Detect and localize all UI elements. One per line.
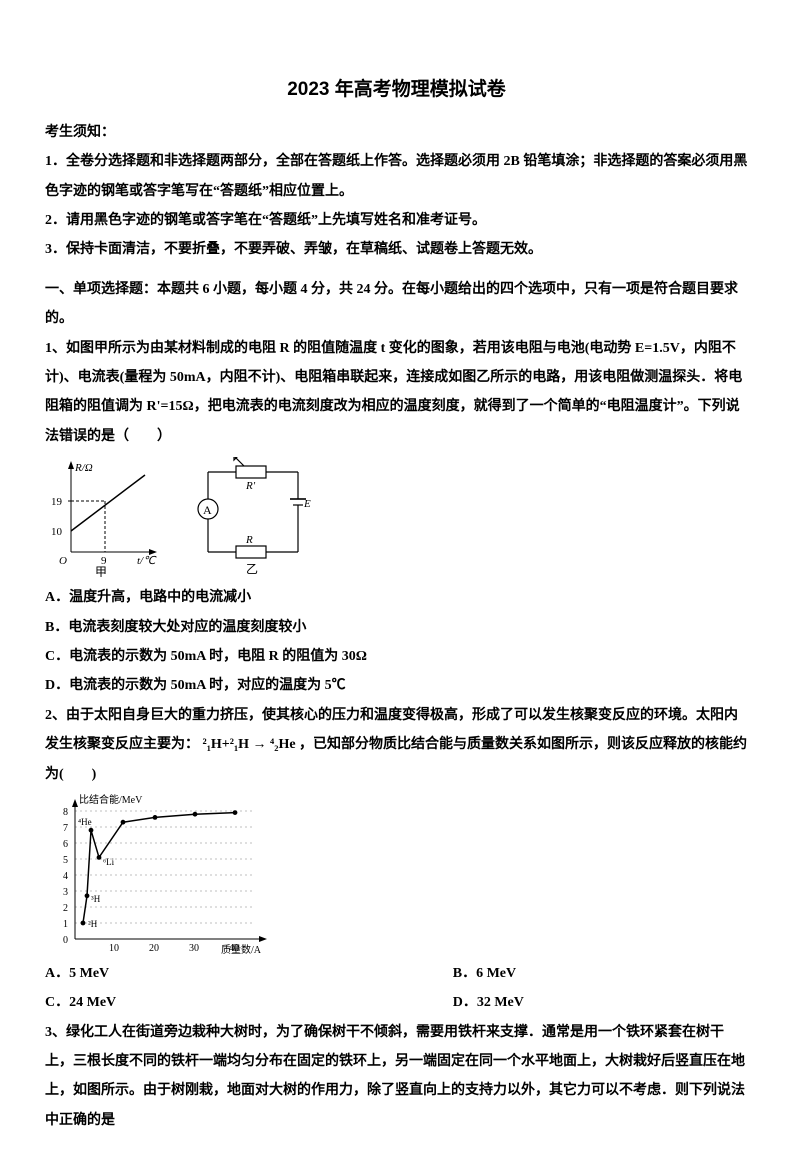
q1-option-b: B．电流表刻度较大处对应的温度刻度较小 — [45, 613, 748, 642]
svg-text:2: 2 — [63, 903, 68, 914]
svg-text:乙: 乙 — [246, 562, 258, 576]
q2-option-a: A．5 MeV — [45, 959, 453, 988]
q2-option-d: D．32 MeV — [453, 988, 748, 1017]
svg-text:⁶Li: ⁶Li — [103, 857, 115, 867]
q2-chart: 0 1 2 3 4 5 6 7 8 10 20 30 40 ²H ³H ⁴He … — [45, 789, 275, 959]
q3-stem: 3、绿化工人在街道旁边栽种大树时，为了确保树干不倾斜，需要用铁杆来支撑．通常是用… — [45, 1018, 748, 1136]
svg-text:8: 8 — [63, 807, 68, 818]
notice-line-1: 1．全卷分选择题和非选择题两部分，全部在答题纸上作答。选择题必须用 2B 铅笔填… — [45, 147, 748, 206]
svg-text:³H: ³H — [91, 894, 101, 904]
svg-text:甲: 甲 — [95, 565, 107, 577]
q1-option-a: A．温度升高，电路中的电流减小 — [45, 583, 748, 612]
svg-text:10: 10 — [109, 943, 119, 954]
q1-stem: 1、如图甲所示为由某材料制成的电阻 R 的阻值随温度 t 变化的图象，若用该电阻… — [45, 334, 748, 452]
svg-text:A: A — [203, 503, 212, 517]
section1-heading: 一、单项选择题：本题共 6 小题，每小题 4 分，共 24 分。在每小题给出的四… — [45, 275, 748, 334]
svg-text:质量数/A: 质量数/A — [221, 943, 262, 956]
notice-line-3: 3．保持卡面清洁，不要折叠，不要弄破、弄皱，在草稿纸、试题卷上答题无效。 — [45, 235, 748, 264]
q2-option-c: C．24 MeV — [45, 988, 453, 1017]
svg-text:1: 1 — [63, 919, 68, 930]
q2-reaction: ²₁H+²₁H → ⁴₂He — [203, 737, 296, 752]
svg-text:4: 4 — [63, 871, 68, 882]
page-title: 2023 年高考物理模拟试卷 — [45, 70, 748, 110]
svg-text:30: 30 — [189, 943, 199, 954]
svg-text:0: 0 — [63, 935, 68, 946]
svg-text:20: 20 — [149, 943, 159, 954]
svg-text:²H: ²H — [88, 919, 98, 929]
svg-text:E: E — [303, 498, 311, 510]
svg-text:O: O — [59, 555, 67, 567]
svg-text:6: 6 — [63, 839, 68, 850]
q1-option-c: C．电流表的示数为 50mA 时，电阻 R 的阻值为 30Ω — [45, 642, 748, 671]
svg-text:19: 19 — [51, 496, 63, 508]
svg-text:⁴He: ⁴He — [78, 817, 92, 827]
q1-circuit: R' E R A 乙 — [188, 457, 313, 577]
q1-figure-row: 10 19 9 R/Ω t/℃ O 甲 R' E — [45, 457, 748, 577]
svg-text:R/Ω: R/Ω — [74, 462, 93, 474]
svg-text:t/℃: t/℃ — [137, 555, 157, 567]
svg-text:R': R' — [245, 480, 256, 492]
notice-line-2: 2．请用黑色字迹的钢笔或答字笔在“答题纸”上先填写姓名和准考证号。 — [45, 206, 748, 235]
svg-text:3: 3 — [63, 887, 68, 898]
q1-option-d: D．电流表的示数为 50mA 时，对应的温度为 5℃ — [45, 671, 748, 700]
q2-stem: 2、由于太阳自身巨大的重力挤压，使其核心的压力和温度变得极高，形成了可以发生核聚… — [45, 701, 748, 789]
svg-text:比结合能/MeV: 比结合能/MeV — [79, 793, 143, 806]
notice-heading: 考生须知： — [45, 118, 748, 147]
q1-graph: 10 19 9 R/Ω t/℃ O 甲 — [45, 457, 160, 577]
svg-text:5: 5 — [63, 855, 68, 866]
svg-text:R: R — [245, 534, 253, 546]
svg-text:7: 7 — [63, 823, 68, 834]
svg-text:10: 10 — [51, 526, 63, 538]
q2-option-b: B．6 MeV — [453, 959, 748, 988]
